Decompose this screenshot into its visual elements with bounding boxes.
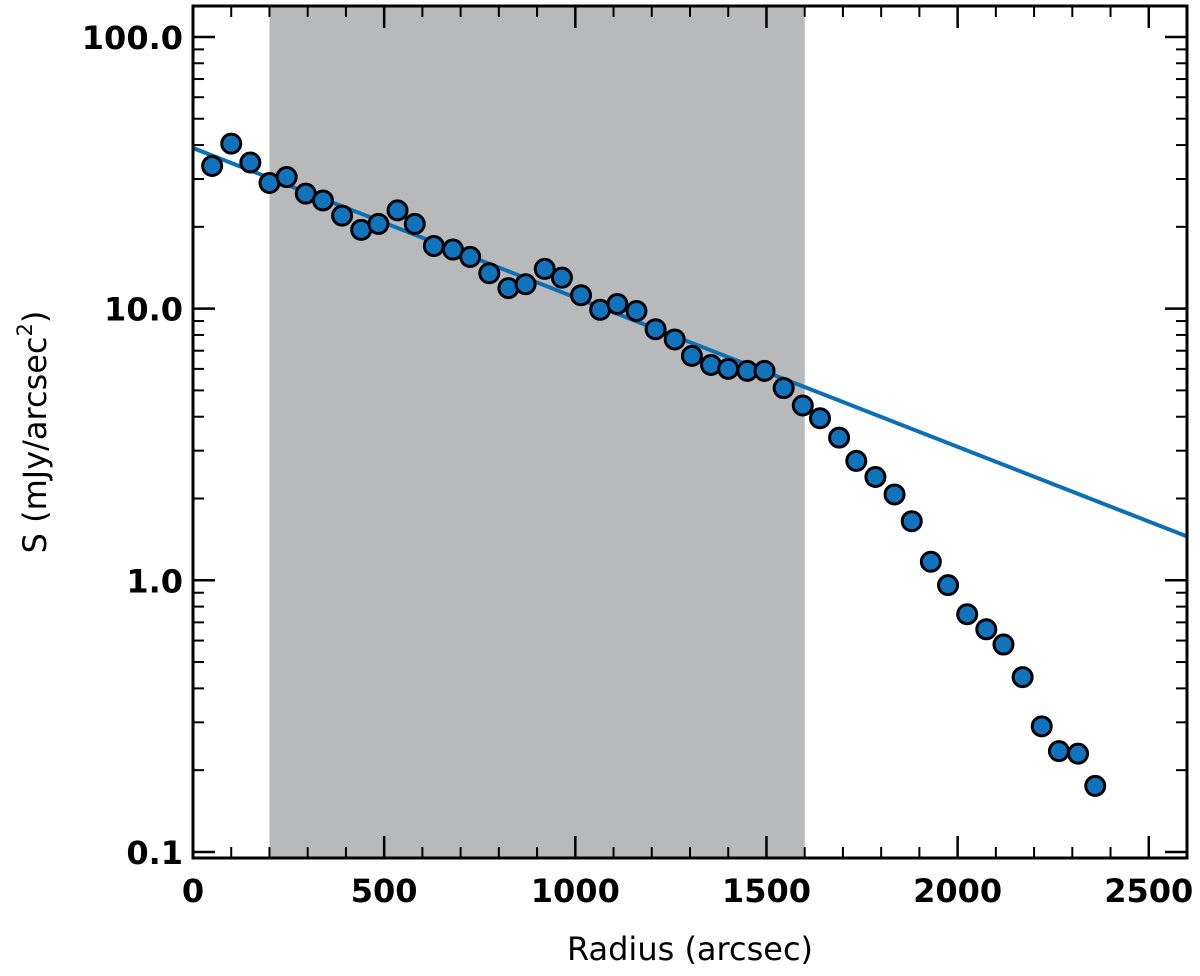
data-point-42	[975, 618, 998, 641]
x-tick-label-4: 2000	[913, 872, 1002, 910]
data-point-20	[570, 284, 593, 307]
data-point-10	[386, 199, 409, 222]
y-tick-label-0: 0.1	[126, 834, 183, 872]
data-point-46	[1047, 740, 1070, 763]
y-axis-title-main: S (mJy/arcsec	[16, 336, 54, 553]
x-axis-title: Radius (arcsec)	[567, 930, 813, 968]
data-point-45	[1030, 715, 1053, 738]
data-point-4	[275, 166, 298, 189]
data-point-6	[311, 189, 334, 212]
data-point-32	[791, 394, 814, 417]
x-tick-label-3: 1500	[722, 872, 811, 910]
data-point-48	[1084, 774, 1107, 797]
data-point-23	[625, 300, 648, 323]
y-axis-title-close: )	[16, 311, 54, 323]
y-axis-title: S (mJy/arcsec2)	[13, 311, 54, 554]
data-point-0	[201, 154, 224, 177]
shaded-region	[269, 6, 805, 858]
x-tick-label-2: 1000	[531, 872, 620, 910]
data-point-34	[828, 426, 851, 449]
y-tick-label-1: 1.0	[126, 562, 183, 600]
data-point-28	[717, 357, 740, 380]
data-point-31	[772, 377, 795, 400]
data-point-12	[422, 235, 445, 258]
data-point-14	[459, 245, 482, 268]
y-axis-title-superscript: 2	[13, 323, 37, 336]
data-point-17	[514, 273, 537, 296]
data-point-38	[900, 510, 923, 533]
data-point-11	[403, 212, 426, 235]
data-point-18	[533, 257, 556, 280]
x-tick-label-5: 2500	[1104, 872, 1193, 910]
data-point-1	[220, 132, 243, 155]
x-tick-label-0: 0	[182, 872, 204, 910]
y-tick-label-3: 100.0	[82, 19, 183, 57]
data-point-41	[956, 603, 979, 626]
data-point-7	[331, 204, 354, 227]
data-point-40	[937, 574, 960, 597]
data-point-25	[663, 328, 686, 351]
plot-area	[193, 6, 1187, 858]
data-point-19	[550, 266, 573, 289]
y-tick-label-2: 10.0	[104, 291, 183, 329]
data-point-22	[606, 292, 629, 315]
plot-content	[193, 6, 1187, 858]
fit-line	[193, 146, 1187, 539]
data-point-47	[1067, 742, 1090, 765]
data-point-43	[992, 633, 1015, 656]
data-point-39	[919, 550, 942, 573]
axis-ticks: 0 500 1000 1500 2000 2500 0.1 1.0 10.0 100.0	[82, 6, 1193, 910]
data-point-35	[845, 449, 868, 472]
data-point-44	[1011, 666, 1034, 689]
data-point-15	[478, 262, 501, 285]
x-tick-label-1: 500	[351, 872, 418, 910]
data-point-36	[864, 465, 887, 488]
data-point-9	[367, 212, 390, 235]
data-point-2	[239, 151, 262, 174]
data-point-37	[883, 483, 906, 506]
data-point-30	[753, 359, 776, 382]
data-point-33	[808, 407, 831, 430]
data-point-26	[680, 344, 703, 367]
data-point-24	[644, 318, 667, 341]
